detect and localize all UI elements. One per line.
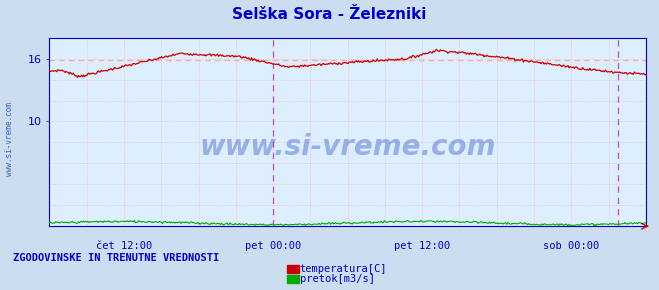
Text: Selška Sora - Železniki: Selška Sora - Železniki <box>233 7 426 22</box>
Text: pet 12:00: pet 12:00 <box>394 241 450 251</box>
Text: čet 12:00: čet 12:00 <box>96 241 152 251</box>
Text: temperatura[C]: temperatura[C] <box>300 264 387 274</box>
Text: sob 00:00: sob 00:00 <box>543 241 600 251</box>
Text: pet 00:00: pet 00:00 <box>245 241 301 251</box>
Text: pretok[m3/s]: pretok[m3/s] <box>300 274 375 284</box>
Text: ZGODOVINSKE IN TRENUTNE VREDNOSTI: ZGODOVINSKE IN TRENUTNE VREDNOSTI <box>13 253 219 263</box>
Text: www.si-vreme.com: www.si-vreme.com <box>200 133 496 161</box>
Text: www.si-vreme.com: www.si-vreme.com <box>5 102 14 176</box>
